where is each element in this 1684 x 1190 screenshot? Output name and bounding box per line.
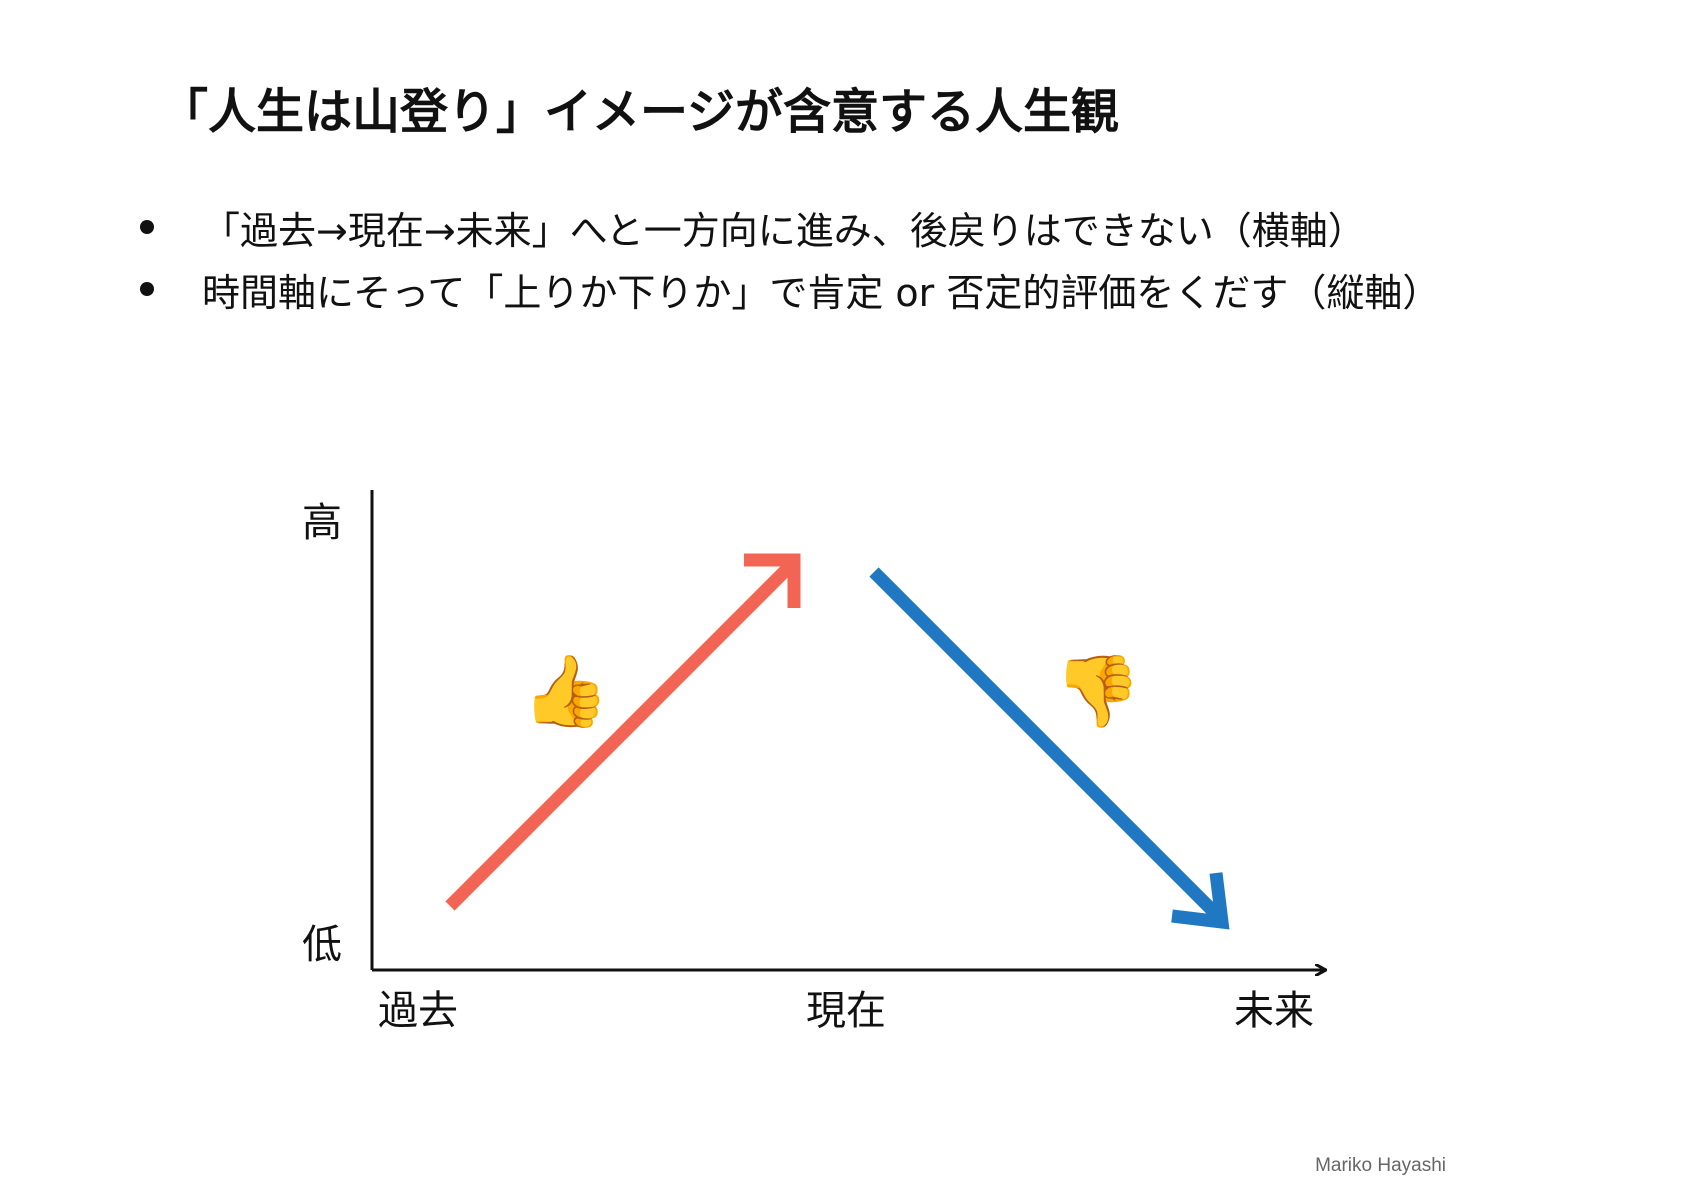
x-axis-label-present: 現在 <box>806 988 886 1034</box>
bullet-text: 時間軸にそって「上りか下りか」で肯定 or 否定的評価をくだす（縦軸） <box>202 270 1441 315</box>
bullet-dot-icon <box>140 220 154 234</box>
bullet-list: 「過去→現在→未来」へと一方向に進み、後戻りはできない（横軸） 時間軸にそって「… <box>140 196 1440 320</box>
bullet-text: 「過去→現在→未来」へと一方向に進み、後戻りはできない（横軸） <box>202 208 1366 253</box>
y-axis-high-label: 高 <box>302 500 342 546</box>
falling-arrow <box>869 567 1230 930</box>
bullet-item: 「過去→現在→未来」へと一方向に進み、後戻りはできない（横軸） <box>140 196 1440 258</box>
author-credit: Mariko Hayashi <box>1315 1155 1446 1176</box>
x-axis-label-future: 未来 <box>1234 988 1314 1034</box>
rising-arrow <box>445 553 801 911</box>
thumbs-down-icon: 👎 <box>1054 650 1142 732</box>
thumbs-up-icon: 👍 <box>522 650 610 732</box>
bullet-dot-icon <box>140 282 154 296</box>
bullet-item: 時間軸にそって「上りか下りか」で肯定 or 否定的評価をくだす（縦軸） <box>140 258 1440 320</box>
y-axis-low-label: 低 <box>302 922 342 968</box>
page-title: 「人生は山登り」イメージが含意する人生観 <box>160 84 1120 140</box>
x-axis-label-past: 過去 <box>378 988 458 1034</box>
